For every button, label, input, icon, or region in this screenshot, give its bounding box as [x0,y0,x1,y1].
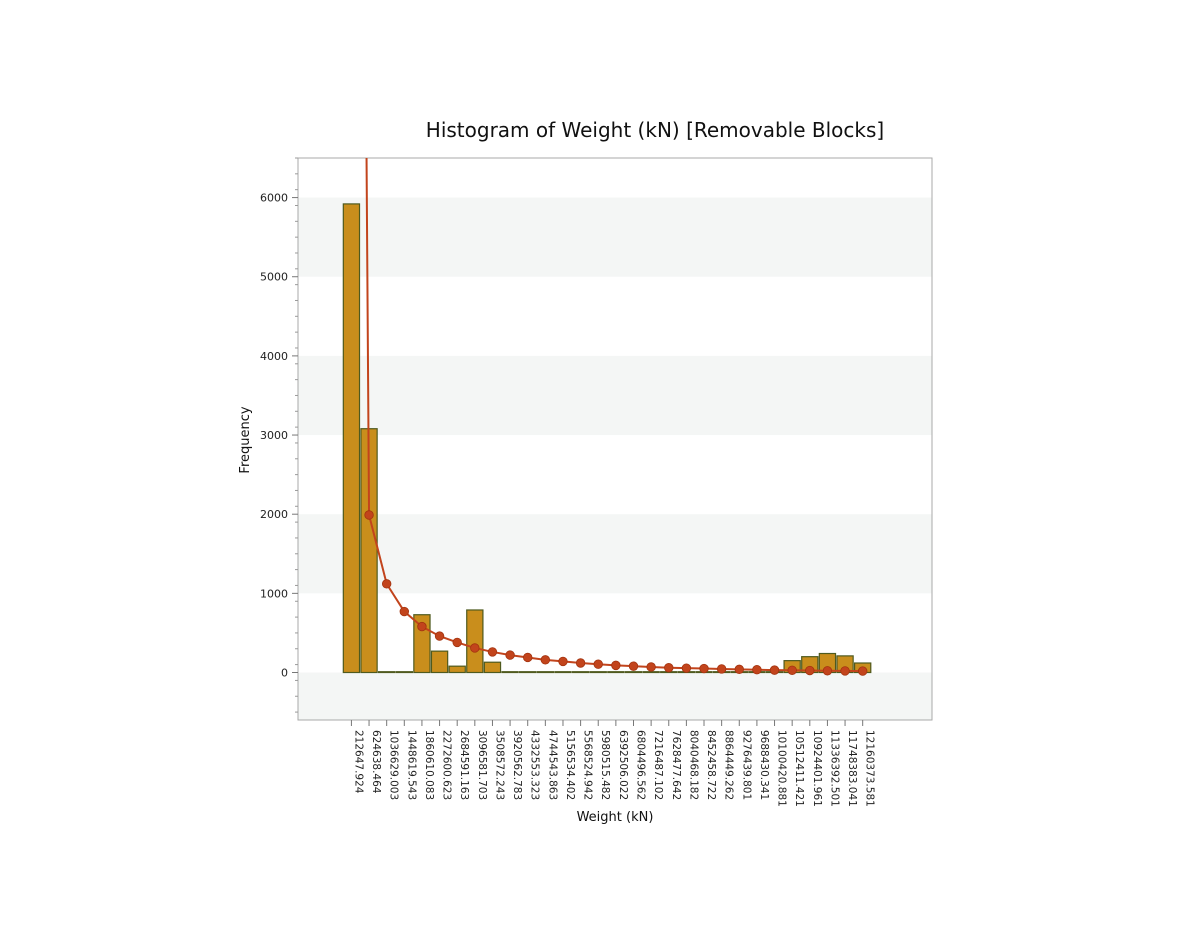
x-tick-label: 11748383.041 [846,730,858,807]
curve-point [681,663,692,673]
histogram-bar [430,650,449,674]
x-tick-label: 1036629.003 [388,730,400,800]
curve-point [575,658,586,668]
histogram-bar [483,661,502,674]
curve-point [611,660,621,671]
y-tick-label: 4000 [260,350,288,363]
curve-point [381,579,392,589]
grid-band [298,514,932,594]
curve-point [787,665,797,675]
histogram-bar [377,671,396,674]
chart-title: Histogram of Weight (kN) [Removable Bloc… [426,118,884,142]
y-tick-label: 0 [281,667,288,680]
curve-point [523,652,533,663]
grid-band [298,355,932,436]
y-axis-label: Frequency [238,406,253,473]
histogram-bar [607,671,625,674]
x-tick-label: 1448619.543 [405,730,417,800]
x-tick-label: 6392506.022 [617,730,629,800]
histogram-bar [571,671,590,674]
curve-point [752,665,762,675]
histogram-bar [589,671,607,674]
x-tick-label: 12160373.581 [864,730,876,807]
x-tick-label: 9276439.801 [740,730,752,800]
x-tick-label: 2272600.623 [441,730,453,800]
histogram-bar [395,671,414,674]
curve-point [487,647,498,657]
curve-point [470,643,480,653]
x-tick-label: 5156534.402 [564,730,576,800]
x-tick-label: 11336392.501 [828,730,840,807]
y-tick-label: 3000 [260,429,288,442]
curve-point [840,666,850,676]
curve-point [364,510,374,520]
x-tick-label: 5568524.942 [582,730,594,800]
histogram-bar [536,671,555,674]
x-tick-label: 7628477.642 [670,730,682,800]
x-tick-label: 7216487.102 [652,730,664,800]
curve-point [558,656,568,667]
histogram-bar [519,671,537,674]
curve-point [822,666,833,676]
curve-point [857,666,868,676]
curve-point [664,663,674,673]
x-tick-label: 4744543.863 [546,730,558,800]
x-tick-label: 4332553.323 [529,730,541,800]
x-axis-label: Weight (kN) [577,810,654,825]
grid-band [298,197,932,277]
x-tick-label: 1860610.083 [423,730,435,800]
x-tick-label: 3096581.703 [476,730,488,800]
x-tick-label: 212647.924 [352,730,364,794]
histogram-bar [501,671,519,674]
y-tick-label: 1000 [260,587,288,600]
curve-point [417,621,427,632]
x-tick-label: 10512411.421 [793,730,805,807]
x-tick-label: 6804496.562 [634,730,646,800]
x-tick-label: 8040468.182 [687,730,699,800]
x-tick-label: 3920562.783 [511,730,523,800]
curve-point [716,664,727,674]
grid-band [298,672,932,720]
curve-point [646,662,656,672]
y-tick-label: 2000 [260,508,288,521]
x-tick-label: 624638.464 [370,730,382,794]
curve-point [540,655,551,665]
curve-point [734,664,744,675]
histogram-bar [642,671,660,674]
x-tick-label: 8452458.722 [705,730,717,800]
y-tick-label: 6000 [260,192,288,205]
curve-point [699,663,709,674]
curve-point [628,661,639,671]
x-tick-label: 3508572.243 [493,730,505,800]
x-tick-label: 10924401.961 [811,730,823,807]
curve-point [434,631,445,641]
x-tick-label: 2684591.163 [458,730,470,800]
curve-point [452,637,462,648]
y-tick-label: 5000 [260,271,288,284]
histogram-bar [554,671,572,674]
histogram-bar [342,203,361,674]
curve-point [593,659,603,669]
histogram-bar [448,665,466,674]
curve-point [399,606,410,617]
histogram-bar [624,671,643,674]
x-tick-label: 9688430.341 [758,730,770,800]
x-tick-label: 8864449.262 [723,730,735,800]
histogram-bar [466,609,484,674]
x-tick-label: 10100420.881 [776,730,788,807]
curve-point [769,665,780,675]
x-tick-label: 5980515.482 [599,730,611,800]
plot-frame [297,157,933,721]
curve-point [505,650,515,660]
curve-point [805,665,815,676]
